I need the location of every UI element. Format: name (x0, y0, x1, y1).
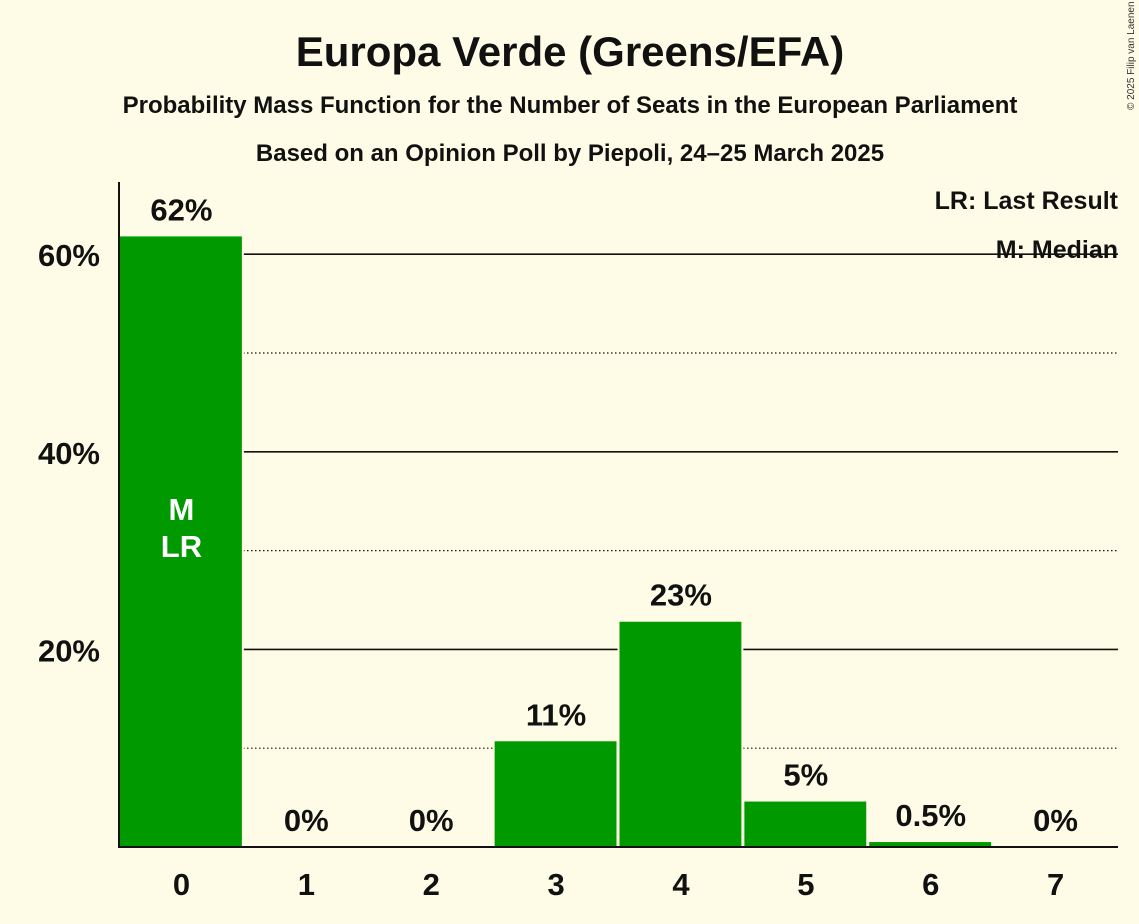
value-label-0: 62% (150, 192, 212, 227)
bar-4 (619, 621, 742, 847)
value-label-3: 11% (526, 697, 586, 732)
x-tick-label-4: 4 (672, 867, 690, 902)
legend-last-result: LR: Last Result (935, 187, 1119, 215)
value-label-1: 0% (284, 803, 329, 838)
x-tick-label-7: 7 (1047, 867, 1064, 902)
x-tick-label-2: 2 (423, 867, 440, 902)
bar-3 (494, 741, 617, 847)
value-label-2: 0% (409, 803, 454, 838)
x-tick-label-1: 1 (298, 867, 315, 902)
copyright-notice: © 2025 Filip van Laenen (1126, 1, 1137, 110)
x-tick-label-5: 5 (797, 867, 814, 902)
value-label-bg-1 (281, 801, 332, 841)
value-label-4: 23% (650, 578, 712, 613)
bar-5 (744, 801, 867, 847)
value-label-bg-2 (406, 801, 457, 841)
value-label-bg-6 (887, 796, 974, 837)
gridlines (119, 253, 1118, 749)
y-tick-label-20: 20% (38, 633, 100, 668)
value-label-bg-5 (780, 755, 831, 796)
chart-title: Europa Verde (Greens/EFA) (296, 28, 845, 75)
value-label-7: 0% (1033, 803, 1078, 838)
chart-subtitle: Probability Mass Function for the Number… (123, 92, 1018, 119)
in-bar-mark-m: M (169, 492, 195, 527)
bar-0 (120, 236, 242, 847)
value-labels: 62% 0% 0% 11% 23% 5% 0.5% 0% MLR (147, 190, 1081, 841)
chart-subtitle-source: Based on an Opinion Poll by Piepoli, 24–… (256, 140, 884, 167)
value-label-bg-0 (147, 190, 216, 231)
bar-gap-6 (867, 836, 994, 847)
in-bar-mark-lr: LR (161, 529, 202, 564)
x-tick-label-0: 0 (173, 867, 190, 902)
value-label-bg-3 (522, 695, 591, 736)
value-label-bg-4 (646, 575, 715, 616)
axes: 0 1 2 3 4 5 6 7 20% 40% 60% (38, 182, 1118, 902)
x-tick-label-3: 3 (547, 867, 564, 902)
legend-median: M: Median (996, 236, 1118, 264)
value-label-6: 0.5% (895, 798, 966, 833)
bar-6 (869, 842, 992, 847)
value-label-5: 5% (783, 758, 828, 793)
y-tick-label-60: 60% (38, 238, 100, 273)
bars (118, 230, 994, 847)
value-label-bg-7 (1030, 801, 1081, 841)
y-tick-label-40: 40% (38, 436, 100, 471)
x-tick-label-6: 6 (922, 867, 939, 902)
